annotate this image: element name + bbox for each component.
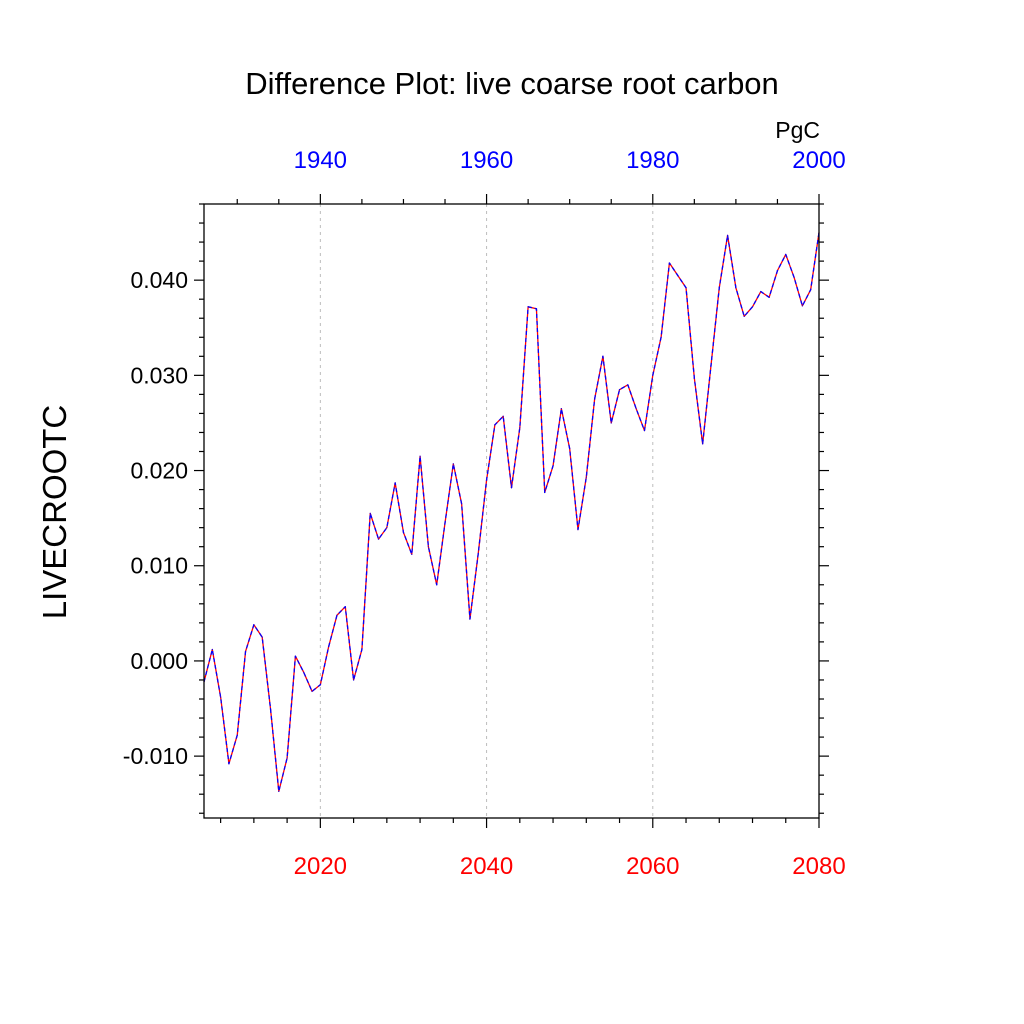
data-point xyxy=(477,552,479,554)
data-point xyxy=(519,427,521,429)
data-point xyxy=(785,253,787,256)
data-point xyxy=(369,512,371,514)
data-point xyxy=(768,296,770,298)
data-point xyxy=(594,398,596,400)
data-point xyxy=(552,465,554,467)
data-point xyxy=(328,646,330,648)
data-point xyxy=(735,287,737,289)
data-point xyxy=(419,455,421,457)
data-point xyxy=(386,527,388,529)
data-point xyxy=(710,365,712,367)
data-point xyxy=(211,648,213,651)
data-point xyxy=(618,389,621,391)
x-top-tick-label: 1940 xyxy=(294,147,347,174)
data-point xyxy=(352,679,355,681)
y-tick-label: -0.010 xyxy=(123,743,188,769)
data-point xyxy=(436,584,438,586)
x-top-tick-label: 1960 xyxy=(460,147,513,174)
data-point xyxy=(502,415,504,417)
data-point xyxy=(319,684,321,686)
data-point xyxy=(810,289,812,291)
data-point xyxy=(560,408,562,410)
data-point xyxy=(294,655,297,657)
data-point xyxy=(635,408,637,410)
data-point xyxy=(510,487,513,489)
data-point xyxy=(394,482,396,484)
data-point xyxy=(253,624,255,626)
x-top-tick-label: 1980 xyxy=(626,147,679,174)
data-point xyxy=(311,690,313,692)
data-point xyxy=(344,606,346,608)
data-point xyxy=(402,531,405,534)
data-point xyxy=(643,429,646,432)
data-point xyxy=(776,270,779,272)
data-point xyxy=(718,287,720,289)
data-point xyxy=(743,315,745,317)
data-point xyxy=(244,650,247,653)
data-point xyxy=(677,274,679,276)
data-point xyxy=(668,262,671,264)
data-point xyxy=(228,763,230,765)
data-point xyxy=(427,546,429,548)
data-point xyxy=(452,463,454,465)
plot-frame xyxy=(203,203,820,819)
y-tick-label: 0.040 xyxy=(130,267,188,293)
data-point xyxy=(236,734,238,736)
data-point xyxy=(544,491,546,494)
data-point xyxy=(527,306,529,308)
data-point xyxy=(278,790,280,792)
data-point xyxy=(461,503,463,505)
data-point xyxy=(377,538,380,540)
data-point xyxy=(261,636,263,638)
data-point xyxy=(336,614,338,616)
x-bottom-tick-label: 2080 xyxy=(792,853,845,880)
data-point xyxy=(760,290,762,293)
data-point xyxy=(494,424,496,426)
data-point xyxy=(411,553,413,555)
x-bottom-tick-label: 2020 xyxy=(294,853,347,880)
data-point xyxy=(726,234,729,237)
data-point xyxy=(361,648,363,651)
grid-layer xyxy=(319,204,654,818)
x-bottom-tick-label: 2040 xyxy=(460,853,513,880)
x-bottom-tick-label: 2060 xyxy=(626,853,679,880)
data-point xyxy=(693,377,695,379)
data-point xyxy=(220,696,222,698)
y-tick-label: 0.030 xyxy=(130,362,188,388)
data-point xyxy=(660,336,662,338)
data-point xyxy=(303,671,305,673)
tick-layer xyxy=(194,194,829,828)
data-point xyxy=(444,522,446,524)
data-point xyxy=(569,448,571,450)
data-point xyxy=(469,618,471,620)
data-point xyxy=(751,306,754,308)
y-tick-label: 0.000 xyxy=(130,648,188,674)
units-label: PgC xyxy=(775,117,820,143)
data-point xyxy=(793,276,795,278)
data-point xyxy=(652,374,654,376)
data-point xyxy=(535,308,538,310)
tick-label-layer: -0.010 0.000 0.010 0.020 0.030 0.040 2020 2040 2… xyxy=(123,147,846,880)
data-point xyxy=(269,707,272,710)
data-point xyxy=(685,287,687,289)
chart-title: Difference Plot: live coarse root carbon xyxy=(245,66,779,101)
data-point xyxy=(485,479,488,481)
data-point xyxy=(585,476,587,478)
data-point xyxy=(702,443,704,445)
data-point xyxy=(801,305,803,307)
data-point xyxy=(610,422,612,424)
data-point xyxy=(627,384,629,386)
y-tick-label: 0.020 xyxy=(130,458,188,484)
x-top-tick-label: 2000 xyxy=(792,147,845,174)
data-point xyxy=(602,355,604,357)
data-point xyxy=(286,757,288,759)
data-point xyxy=(577,528,579,531)
y-axis-label: LIVECROOTC xyxy=(36,405,73,620)
y-tick-label: 0.010 xyxy=(130,553,188,579)
